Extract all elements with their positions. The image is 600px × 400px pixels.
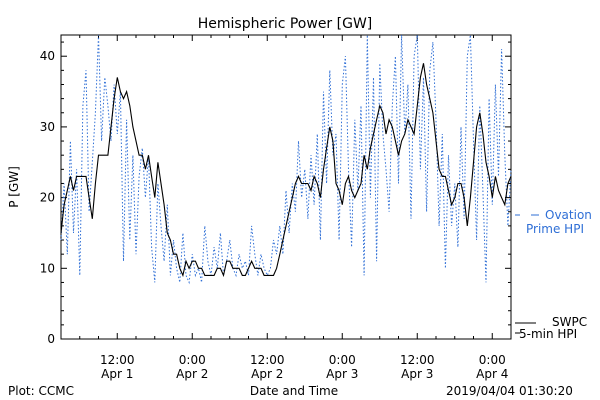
x-axis-label: Date and Time <box>250 384 338 398</box>
series-group <box>60 34 512 285</box>
legend-swpc-label-2: 5-min HPI <box>519 327 577 341</box>
x-tick-time-label: 12:00 <box>400 353 435 367</box>
legend-ovation-label-1: Ovation <box>545 208 592 222</box>
x-tick-date-label: Apr 3 <box>326 367 358 381</box>
y-tick-label: 0 <box>47 332 55 346</box>
y-tick-label: 20 <box>40 191 55 205</box>
footer-left: Plot: CCMC <box>8 384 74 398</box>
x-tick-date-label: Apr 3 <box>401 367 433 381</box>
legend-swpc: SWPC 5-min HPI <box>515 315 587 341</box>
y-axis-label: P [GW] <box>7 166 21 208</box>
series-swpc-line <box>60 63 512 278</box>
plot-frame <box>60 34 512 340</box>
x-tick-date-label: Apr 2 <box>251 367 283 381</box>
y-tick-label: 40 <box>40 49 55 63</box>
x-tick-date-label: Apr 4 <box>476 367 508 381</box>
x-tick-time-label: 0:00 <box>329 353 356 367</box>
x-tick-time-label: 0:00 <box>479 353 506 367</box>
y-ticks-group: 0 10 20 30 40 <box>40 41 511 346</box>
x-tick-time-label: 0:00 <box>179 353 206 367</box>
y-tick-label: 30 <box>40 120 55 134</box>
legend-ovation-label-2: Prime HPI <box>526 222 584 236</box>
chart-title: Hemispheric Power [GW] <box>198 16 373 32</box>
x-tick-date-label: Apr 2 <box>176 367 208 381</box>
legend-swpc-label-1: SWPC <box>552 315 587 329</box>
x-tick-time-label: 12:00 <box>100 353 135 367</box>
x-tick-time-label: 12:00 <box>250 353 285 367</box>
legend-ovation: Ovation Prime HPI <box>515 208 592 236</box>
footer-right: 2019/04/04 01:30:20 <box>446 384 573 398</box>
series-ovation-line <box>60 34 512 285</box>
y-tick-label: 10 <box>40 261 55 275</box>
x-tick-date-label: Apr 1 <box>101 367 133 381</box>
